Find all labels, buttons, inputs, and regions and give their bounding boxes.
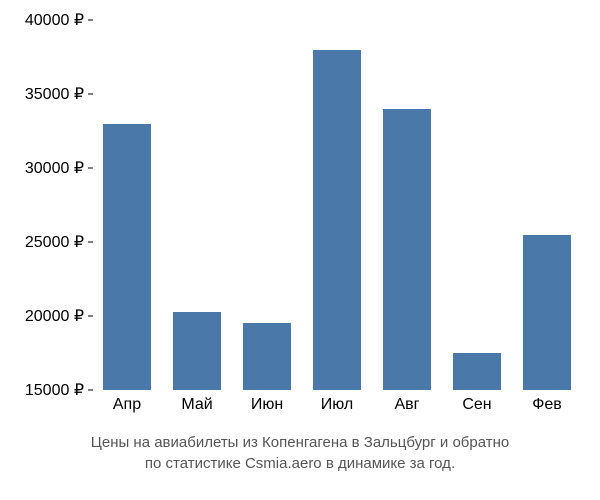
plot-area <box>92 20 582 390</box>
bars-group <box>92 20 582 390</box>
x-axis-label: Май <box>181 396 212 414</box>
y-axis-label: 20000 ₽ <box>25 306 84 326</box>
y-axis-label: 30000 ₽ <box>25 158 84 178</box>
x-axis-label: Июл <box>321 396 353 414</box>
x-axis-label: Апр <box>113 396 141 414</box>
chart-caption: Цены на авиабилеты из Копенгагена в Заль… <box>0 432 600 474</box>
y-axis-tick <box>88 242 93 243</box>
x-axis-label: Июн <box>251 396 283 414</box>
bar <box>383 109 431 390</box>
caption-line-1: Цены на авиабилеты из Копенгагена в Заль… <box>10 432 590 453</box>
bar <box>173 312 221 390</box>
y-axis-tick <box>88 94 93 95</box>
x-axis-label: Авг <box>394 396 419 414</box>
y-axis-tick <box>88 316 93 317</box>
y-axis-label: 25000 ₽ <box>25 232 84 252</box>
x-axis: Апр Май Июн Июл Авг Сен Фев <box>92 396 582 420</box>
x-axis-label: Фев <box>532 396 562 414</box>
y-axis-label: 35000 ₽ <box>25 84 84 104</box>
y-axis-tick <box>88 20 93 21</box>
caption-line-2: по статистике Csmia.aero в динамике за г… <box>10 453 590 474</box>
bar <box>523 235 571 390</box>
x-axis-label: Сен <box>462 396 491 414</box>
y-axis-tick <box>88 168 93 169</box>
y-axis: 15000 ₽20000 ₽25000 ₽30000 ₽35000 ₽40000… <box>0 20 88 390</box>
price-bar-chart: 15000 ₽ 20000 ₽ 25000 ₽ 30000 ₽ 35000 ₽ 40000… <box>0 0 600 500</box>
y-axis-label: 15000 ₽ <box>25 380 84 400</box>
bar <box>453 353 501 390</box>
bar <box>313 50 361 390</box>
y-axis-tick <box>88 390 93 391</box>
bar <box>103 124 151 390</box>
bar <box>243 323 291 390</box>
y-axis-label: 40000 ₽ <box>25 10 84 30</box>
